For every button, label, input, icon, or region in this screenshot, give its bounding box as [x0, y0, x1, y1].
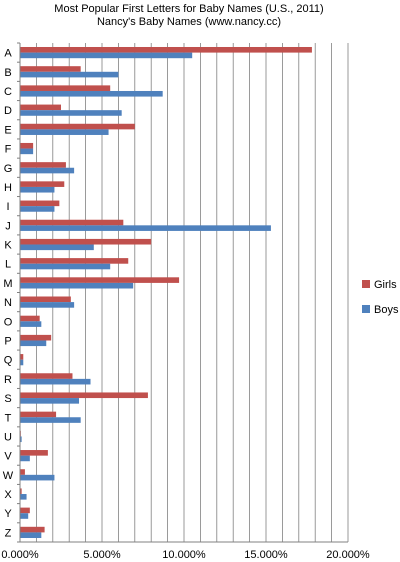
bar-boys-n [20, 302, 75, 308]
bar-boys-w [20, 474, 55, 481]
category-label: M [3, 278, 12, 290]
category-label: B [4, 67, 11, 79]
chart-title: Most Popular First Letters for Baby Name… [54, 3, 323, 15]
category-label: J [5, 220, 11, 232]
legend-label-boys: Boys [374, 304, 399, 316]
legend-swatch-girls [362, 280, 370, 288]
category-label: L [5, 259, 11, 271]
category-label: I [6, 201, 9, 213]
bar-boys-g [20, 167, 75, 174]
category-label: G [4, 163, 13, 175]
bar-girls-y [20, 507, 30, 514]
bar-girls-o [20, 315, 40, 322]
category-label: W [3, 470, 14, 482]
category-label: R [4, 374, 12, 386]
x-tick-label: 0.000% [1, 549, 39, 561]
axes [17, 42, 348, 543]
bar-girls-k [20, 238, 152, 245]
bar-girls-r [20, 373, 73, 379]
category-label: N [4, 297, 12, 309]
x-tick-label: 20.000% [326, 549, 370, 561]
bar-boys-h [20, 186, 55, 193]
category-label: F [5, 144, 12, 156]
bar-girls-z [20, 526, 45, 533]
bar-boys-f [20, 148, 34, 155]
x-tick-label: 10.000% [162, 549, 206, 561]
bar-boys-p [20, 340, 47, 347]
bar-boys-u [20, 436, 22, 443]
legend-label-girls: Girls [374, 279, 397, 291]
x-tick-label: 15.000% [244, 549, 288, 561]
category-label: U [4, 431, 12, 443]
bar-girls-b [20, 66, 81, 72]
category-label: X [4, 489, 12, 501]
bar-girls-d [20, 104, 61, 111]
x-tick-label: 5.000% [83, 549, 121, 561]
bar-boys-b [20, 71, 119, 78]
bar-boys-q [20, 359, 24, 366]
bar-girls-l [20, 258, 129, 264]
category-label: S [4, 393, 11, 405]
bar-girls-t [20, 411, 57, 418]
category-label: Q [4, 355, 13, 367]
bar-girls-w [20, 469, 25, 475]
bar-boys-j [20, 225, 271, 231]
bar-girls-v [20, 450, 48, 456]
category-label: K [4, 240, 12, 252]
bar-girls-h [20, 181, 65, 187]
bar-girls-p [20, 334, 52, 341]
category-label: H [4, 182, 12, 194]
bar-boys-z [20, 532, 42, 539]
bars [20, 46, 312, 539]
bar-boys-r [20, 378, 91, 385]
category-label: Z [5, 527, 12, 539]
bar-girls-j [20, 219, 124, 226]
bar-boys-s [20, 398, 80, 404]
bar-girls-c [20, 85, 111, 91]
bar-boys-v [20, 455, 30, 462]
category-label: D [4, 105, 12, 117]
bar-boys-a [20, 52, 193, 59]
category-label: E [4, 124, 11, 136]
category-label: V [4, 451, 12, 463]
bar-girls-f [20, 142, 34, 149]
chart-subtitle: Nancy's Baby Names (www.nancy.cc) [97, 16, 281, 28]
category-label: T [5, 412, 12, 424]
bar-boys-o [20, 321, 42, 327]
legend-swatch-boys [362, 305, 370, 313]
bar-boys-c [20, 90, 163, 97]
category-label: C [4, 86, 12, 98]
bar-girls-i [20, 200, 60, 207]
category-label: O [4, 316, 13, 328]
bar-boys-t [20, 417, 81, 423]
bar-girls-n [20, 296, 71, 303]
bar-boys-d [20, 110, 122, 116]
bar-girls-e [20, 123, 135, 130]
bar-boys-k [20, 244, 94, 251]
category-label: Y [4, 508, 12, 520]
legend: Girls Boys [362, 279, 399, 316]
bar-girls-x [20, 488, 22, 495]
bar-girls-s [20, 392, 148, 399]
bar-boys-e [20, 129, 109, 135]
category-label: A [4, 48, 12, 60]
bar-boys-m [20, 282, 134, 289]
bar-boys-i [20, 206, 55, 212]
bar-girls-q [20, 354, 24, 360]
category-label: P [4, 335, 11, 347]
bar-girls-g [20, 162, 66, 168]
bar-boys-y [20, 513, 29, 519]
gridlines [36, 43, 349, 542]
bar-girls-m [20, 277, 180, 283]
bar-boys-l [20, 263, 111, 270]
bar-boys-x [20, 494, 27, 500]
bar-girls-a [20, 46, 312, 53]
